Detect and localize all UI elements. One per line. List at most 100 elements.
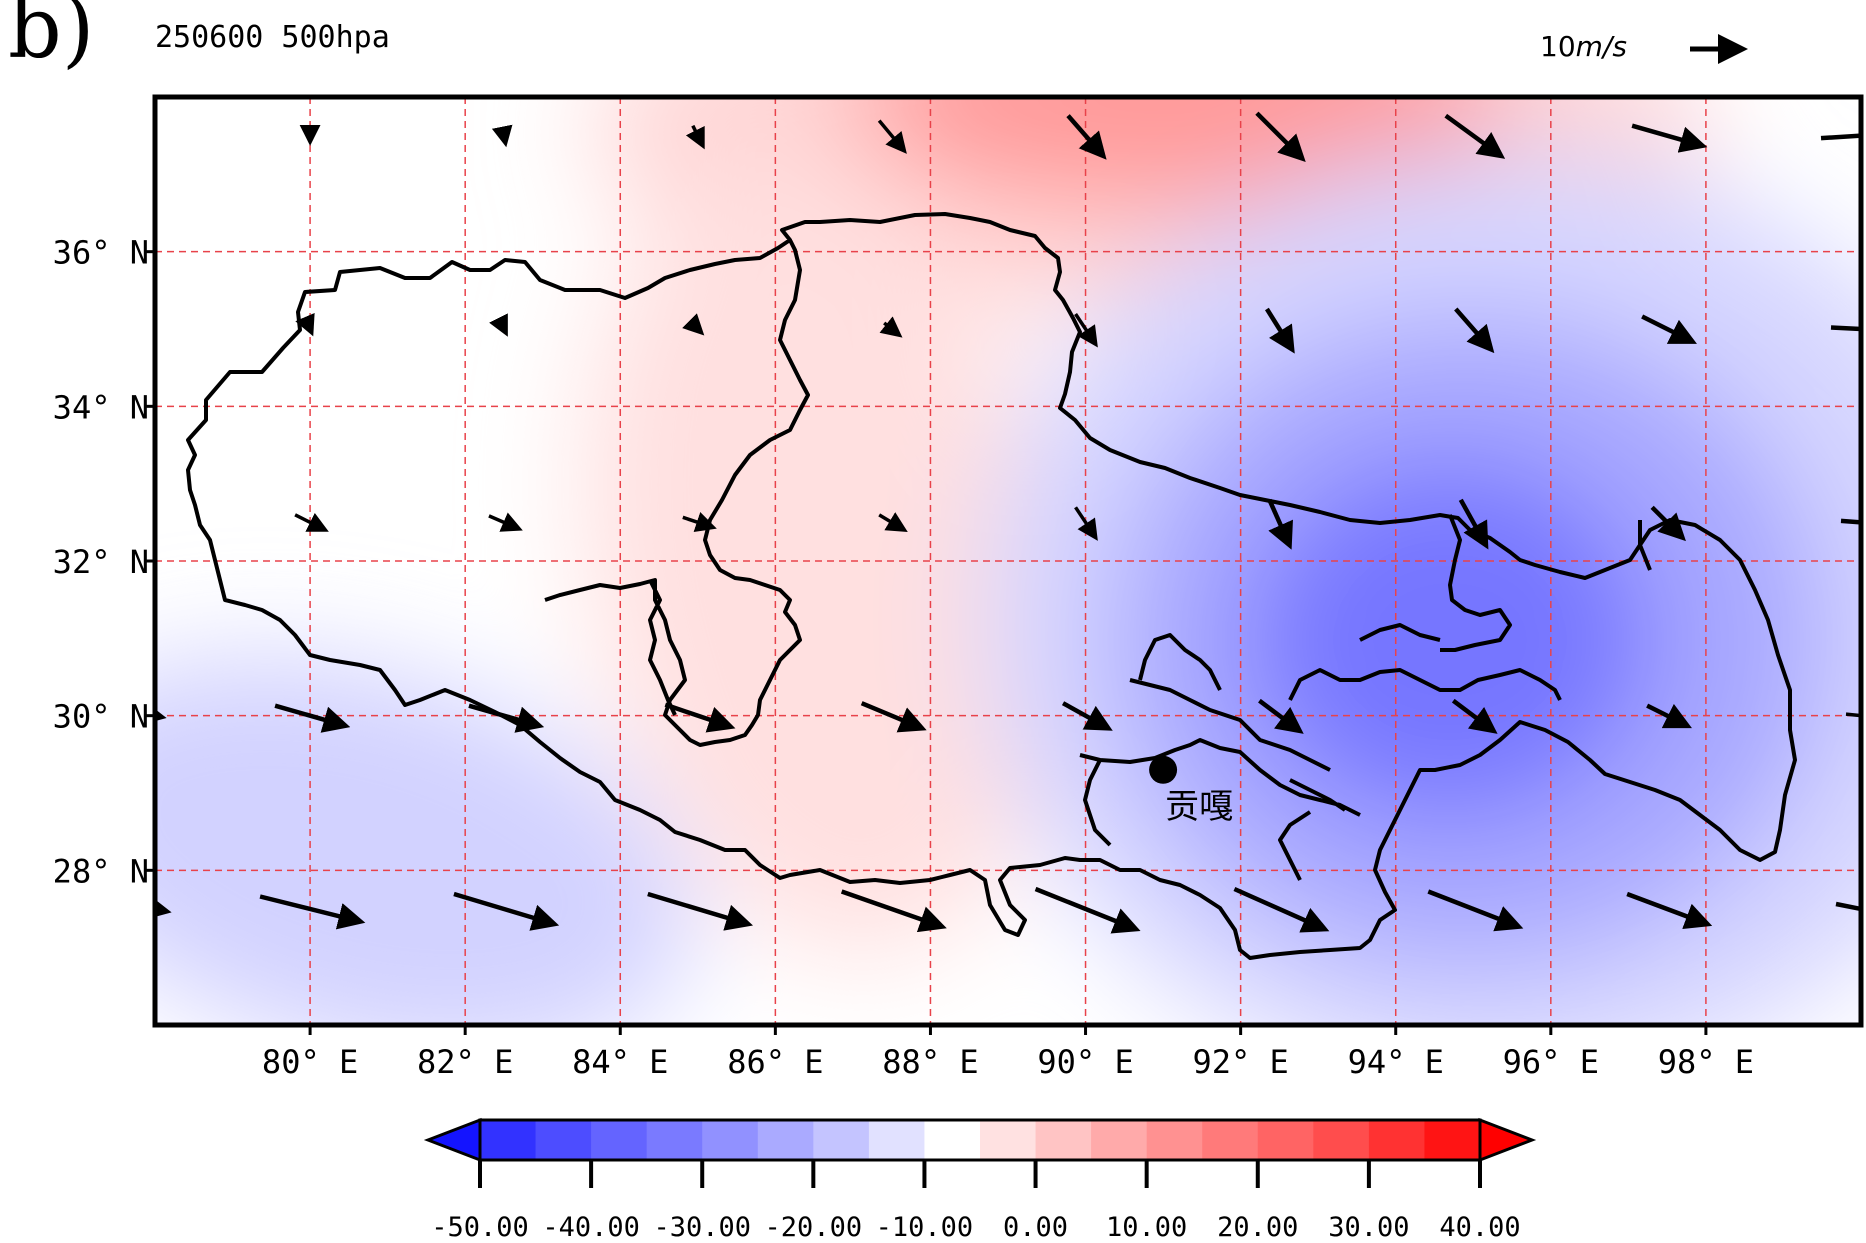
wind-vector (491, 124, 513, 148)
wind-vector (1258, 698, 1304, 734)
wind-vector (1427, 889, 1524, 932)
lon-tick-label: 84° E (572, 1043, 668, 1081)
wind-vector (878, 512, 908, 532)
colorbar-extend-high (1478, 1117, 1537, 1163)
colorbar-label: -20.00 (765, 1212, 863, 1243)
wind-vector (647, 891, 753, 931)
colorbar-segment (702, 1120, 759, 1160)
lat-tick-label: 30° N (53, 698, 149, 736)
wind-vector (664, 702, 736, 733)
colorbar-segment (924, 1120, 981, 1160)
wind-vectors (155, 111, 1861, 934)
wind-vector (453, 891, 560, 931)
colorbar-label: 30.00 (1328, 1212, 1409, 1243)
colorbar-label: 20.00 (1217, 1212, 1298, 1243)
anomaly-field (155, 97, 1861, 1025)
wind-vector (489, 313, 508, 337)
lon-tick-label: 82° E (417, 1043, 513, 1081)
lat-tick-label: 34° N (53, 388, 149, 426)
colorbar-segment (1424, 1120, 1481, 1160)
wind-vector (488, 512, 523, 532)
colorbar-segment (1202, 1120, 1259, 1160)
wind-vector (259, 894, 366, 930)
wind-vector (1835, 901, 1861, 912)
wind-vector (840, 889, 947, 933)
colorbar-extend-low (423, 1117, 482, 1163)
colorbar-segment (757, 1120, 814, 1160)
lat-tick-label: 28° N (53, 852, 149, 890)
station-label: 贡嘎 (1165, 787, 1233, 827)
reference-vector-unit: m/s (1575, 30, 1627, 63)
reference-vector-label: 10m/s (1540, 30, 1627, 63)
wind-vector (1458, 498, 1489, 550)
wind-vector (1650, 505, 1686, 542)
wind-vector (1641, 314, 1697, 344)
wind-vector (1845, 705, 1861, 726)
lon-tick-label: 80° E (262, 1043, 358, 1081)
colorbar-label: -50.00 (431, 1212, 529, 1243)
wind-vector (274, 703, 351, 733)
colorbar-segment (813, 1120, 870, 1160)
cold-anomaly-southwest (155, 656, 693, 1025)
wind-vector (1066, 114, 1107, 160)
latitude-ticks: 36° N 34° N 32° N 30° N 28° N (53, 234, 155, 890)
lon-tick-label: 92° E (1192, 1043, 1288, 1081)
wind-vector (1451, 698, 1498, 734)
wind-vector (1454, 307, 1495, 354)
wind-vector (879, 316, 903, 338)
colorbar-segment (1091, 1120, 1148, 1160)
station-marker (1149, 755, 1178, 784)
tibet-boundary (186, 212, 1797, 960)
cold-anomaly-core (1250, 460, 1650, 820)
wind-vector (1074, 313, 1098, 348)
colorbar-label: -40.00 (542, 1212, 640, 1243)
lon-tick-label: 86° E (727, 1043, 823, 1081)
wind-vector (1255, 111, 1306, 162)
colorbar-segment (480, 1120, 537, 1160)
colorbar-segment (980, 1120, 1037, 1160)
colorbar-label: -30.00 (653, 1212, 751, 1243)
wind-vector (1830, 325, 1861, 332)
reference-vector-magnitude: 10 (1540, 30, 1576, 63)
colorbar-segment (535, 1120, 592, 1160)
colorbar-segment (591, 1120, 648, 1160)
lon-tick-label: 94° E (1348, 1043, 1444, 1081)
lon-tick-label: 88° E (882, 1043, 978, 1081)
lat-tick-label: 36° N (53, 234, 149, 272)
colorbar: -50.00 -40.00 -30.00 -20.00 -10.00 0.00 10.00 2… (423, 1117, 1537, 1243)
wind-vector (1074, 506, 1098, 541)
wind-vector (1646, 703, 1692, 729)
colorbar-segment (1035, 1120, 1092, 1160)
wind-vector (1265, 307, 1295, 354)
map-title: 250600 500hpa (155, 20, 390, 55)
colorbar-segment (1313, 1120, 1370, 1160)
lon-tick-label: 98° E (1658, 1043, 1754, 1081)
wind-vector (877, 119, 907, 154)
colorbar-segment (1257, 1120, 1314, 1160)
colorbar-label: -10.00 (876, 1212, 974, 1243)
wind-vector (468, 703, 545, 733)
colorbar-label: 40.00 (1439, 1212, 1520, 1243)
colorbar-segment (646, 1120, 703, 1160)
wind-vector (1034, 886, 1141, 934)
wind-vector (155, 897, 172, 919)
lon-tick-label: 96° E (1503, 1043, 1599, 1081)
lat-tick-label: 32° N (53, 543, 149, 581)
wind-vector (1626, 891, 1713, 930)
panel-label: b) (8, 0, 95, 77)
wind-vector (1444, 113, 1506, 159)
colorbar-frame (478, 1118, 1482, 1162)
colorbar-segment (1146, 1120, 1203, 1160)
wind-vector (682, 313, 705, 336)
map-area (155, 97, 1861, 1025)
wind-vector (685, 124, 705, 150)
wind-vector (1820, 133, 1861, 141)
wind-vector (294, 512, 329, 532)
colorbar-label: 10.00 (1106, 1212, 1187, 1243)
wind-vector (682, 512, 717, 532)
wind-vector (1631, 123, 1708, 153)
lon-tick-label: 90° E (1037, 1043, 1133, 1081)
wind-vector (1840, 508, 1861, 536)
wind-vector (860, 701, 927, 733)
